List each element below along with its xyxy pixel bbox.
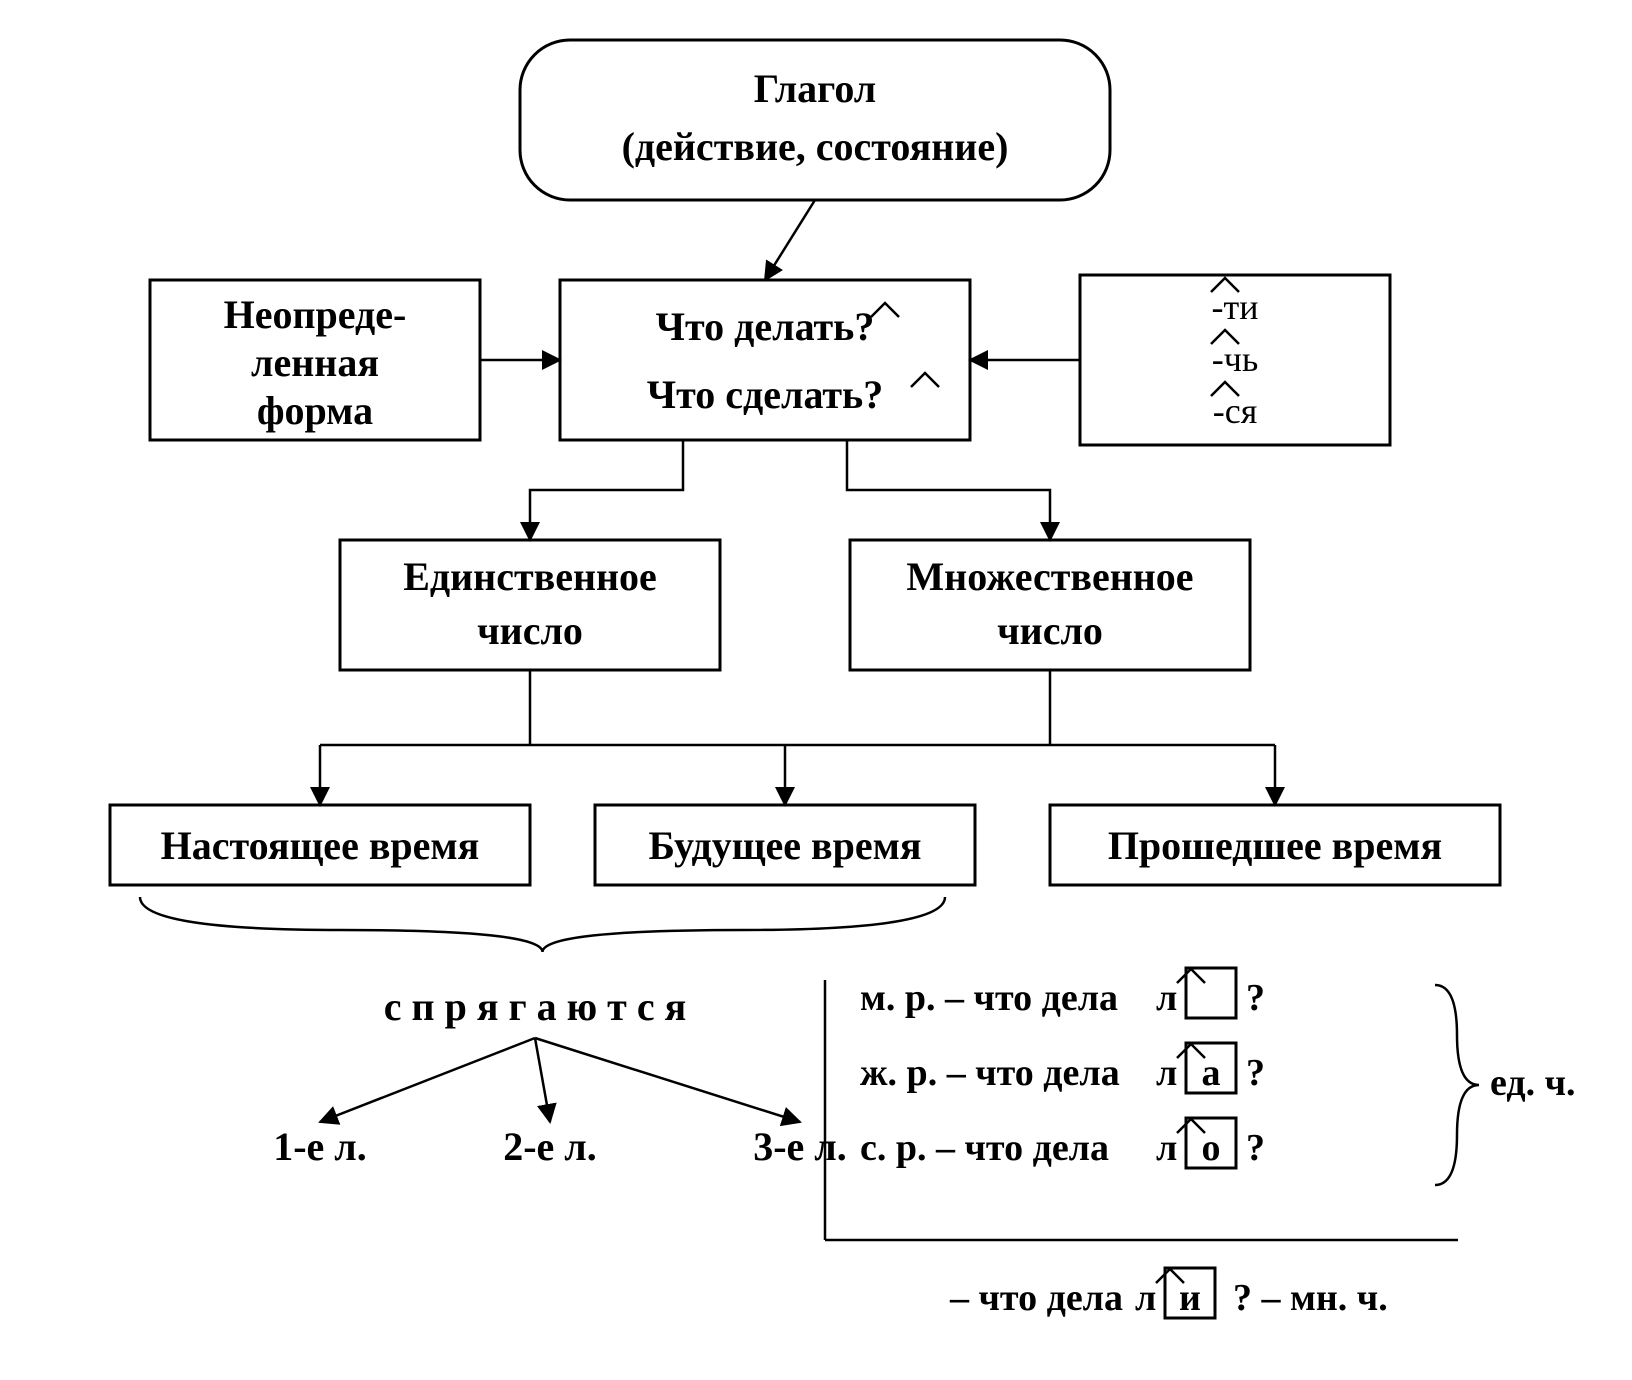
- svg-text:число: число: [477, 608, 583, 653]
- svg-text:-чь: -чь: [1212, 339, 1259, 379]
- svg-text:форма: форма: [257, 388, 373, 433]
- svg-text:л: л: [1156, 977, 1177, 1019]
- svg-text:с п р я г а ю т с я: с п р я г а ю т с я: [384, 984, 686, 1029]
- svg-text:л: л: [1156, 1052, 1177, 1094]
- svg-text:ж. р. – что дела: ж. р. – что дела: [860, 1052, 1120, 1094]
- svg-text:с. р. – что дела: с. р. – что дела: [860, 1127, 1109, 1169]
- svg-text:а: а: [1202, 1052, 1221, 1094]
- svg-text:Что делать?: Что делать?: [656, 304, 875, 349]
- svg-text:-ся: -ся: [1213, 391, 1258, 431]
- diagram-root: Глагол (действие, состояние) Неопреде-ленн…: [110, 40, 1576, 1319]
- svg-text:2-е л.: 2-е л.: [503, 1124, 597, 1169]
- svg-text:число: число: [997, 608, 1103, 653]
- svg-text:– что дела: – что дела: [949, 1277, 1123, 1319]
- svg-text:?: ?: [1246, 977, 1265, 1019]
- svg-text:л: л: [1135, 1277, 1156, 1319]
- svg-text:Настоящее время: Настоящее время: [161, 823, 480, 868]
- svg-text:Неопреде-: Неопреде-: [224, 292, 407, 337]
- svg-text:ленная: ленная: [251, 340, 379, 385]
- svg-text:Множественное: Множественное: [906, 554, 1193, 599]
- svg-text:?: ?: [1246, 1127, 1265, 1169]
- svg-text:Что сделать?: Что сделать?: [647, 372, 883, 417]
- svg-text:л: л: [1156, 1127, 1177, 1169]
- svg-text:о: о: [1202, 1127, 1221, 1169]
- verb-flowchart: Глагол (действие, состояние) Неопреде-ленн…: [0, 0, 1632, 1380]
- svg-text:1-е л.: 1-е л.: [273, 1124, 367, 1169]
- svg-text:и: и: [1179, 1277, 1201, 1319]
- svg-text:ед. ч.: ед. ч.: [1490, 1062, 1576, 1104]
- svg-text:? – мн. ч.: ? – мн. ч.: [1233, 1277, 1388, 1319]
- svg-text:(действие, состояние): (действие, состояние): [622, 124, 1009, 169]
- svg-text:3-е л.: 3-е л.: [753, 1124, 847, 1169]
- svg-text:?: ?: [1246, 1052, 1265, 1094]
- svg-text:-ти: -ти: [1212, 287, 1259, 327]
- svg-text:м. р. – что дела: м. р. – что дела: [860, 977, 1118, 1019]
- svg-text:Единственное: Единственное: [403, 554, 657, 599]
- svg-text:Прошедшее время: Прошедшее время: [1108, 823, 1442, 868]
- svg-text:Глагол: Глагол: [754, 66, 876, 111]
- svg-text:Будущее время: Будущее время: [649, 823, 922, 868]
